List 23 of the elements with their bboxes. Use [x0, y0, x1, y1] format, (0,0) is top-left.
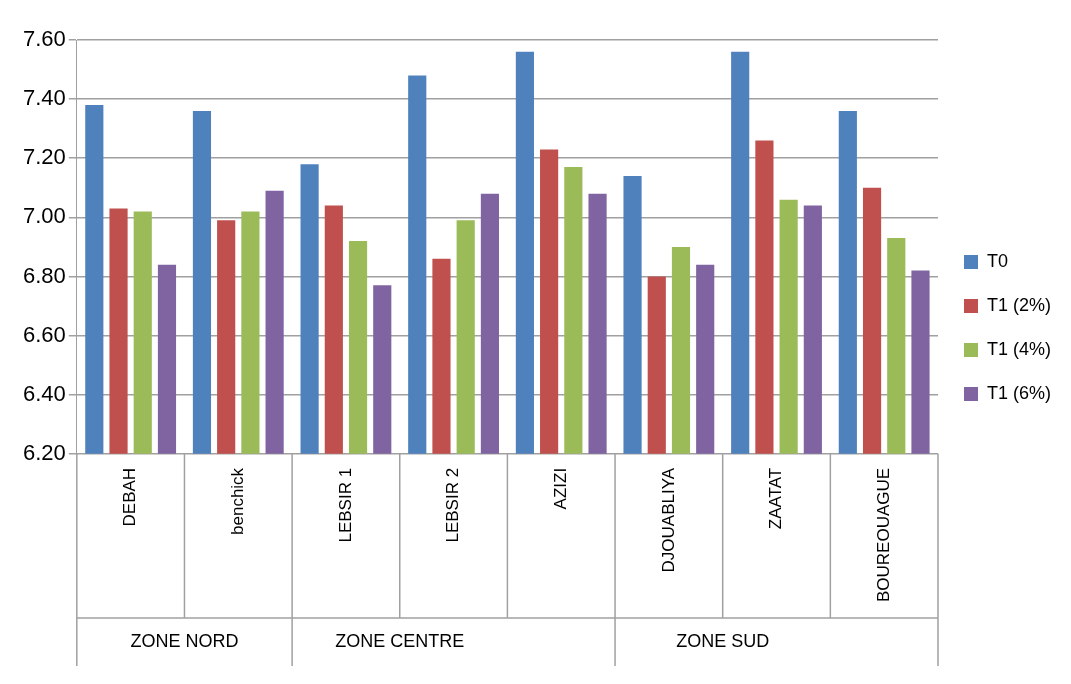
annotation: ZONE CENTRE: [335, 630, 465, 651]
annotation: ZONE SUD: [676, 630, 770, 651]
y-tick-label: 6.60: [22, 321, 66, 347]
legend-label: T1 (6%): [986, 382, 1051, 403]
x-tick-label: benchick: [227, 467, 247, 535]
legend-label: T0: [986, 250, 1008, 271]
x-tick-label: LEBSIR 2: [443, 467, 463, 543]
x-tick-label: DJOUABLIYA: [658, 467, 678, 573]
annotation: ZONE NORD: [130, 630, 239, 651]
y-tick-label: 6.20: [22, 439, 66, 465]
y-tick-label: 6.40: [22, 380, 66, 406]
y-tick-label: 7.60: [22, 26, 66, 52]
x-tick-label: BOUREOUAGUE: [873, 467, 893, 603]
legend-label: T1 (4%): [986, 338, 1051, 359]
legend-label: T1 (2%): [986, 294, 1051, 315]
y-tick-label: 7.40: [22, 85, 66, 111]
x-tick-label: DEBAH: [120, 467, 140, 527]
x-tick-label: LEBSIR 1: [335, 467, 355, 543]
x-tick-label: AZIZI: [550, 467, 570, 510]
y-tick-label: 7.00: [22, 203, 66, 229]
y-tick-label: 7.20: [22, 144, 66, 170]
x-tick-label: ZAATAT: [766, 467, 786, 530]
y-tick-label: 6.80: [22, 262, 66, 288]
